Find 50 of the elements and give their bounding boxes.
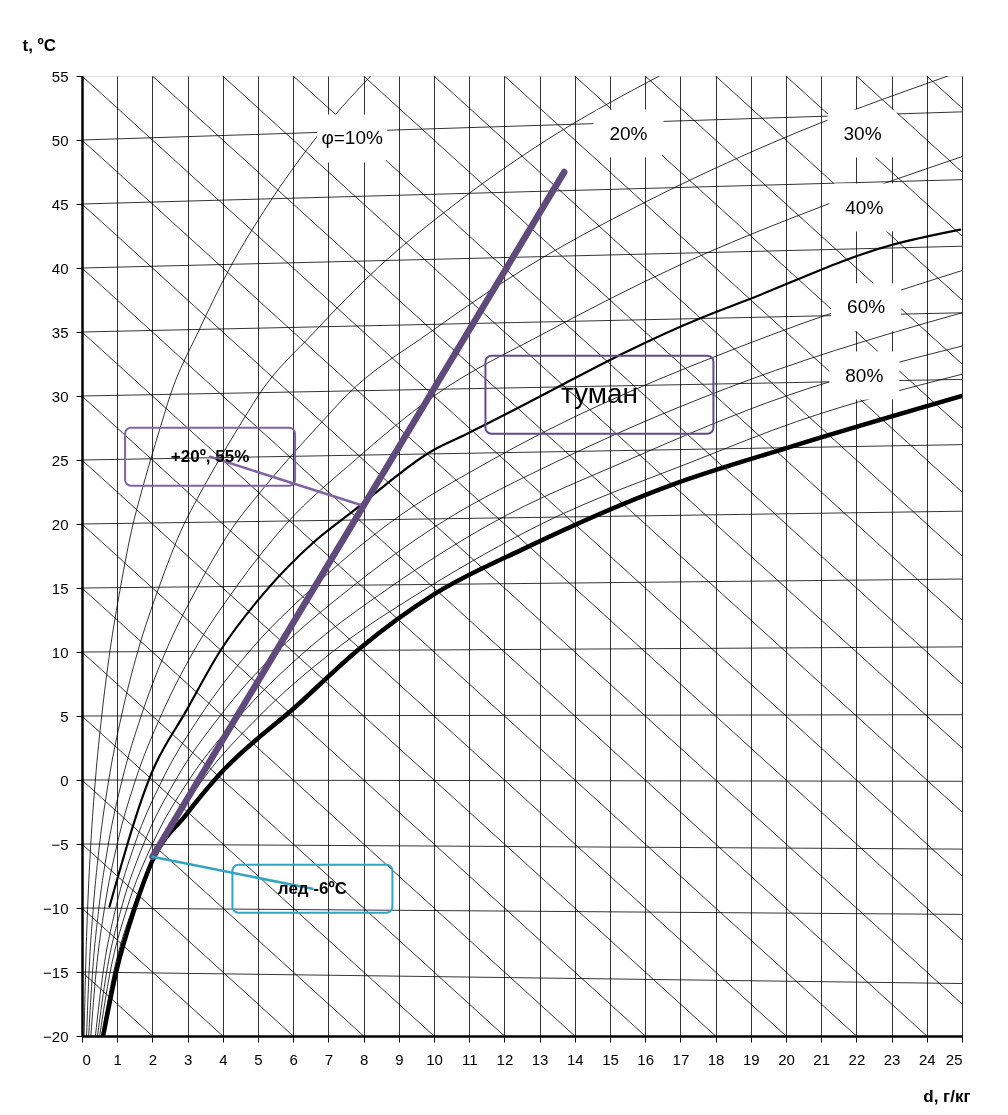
annotation: φ=10%	[321, 127, 383, 149]
x-tick-label: 21	[813, 1050, 831, 1068]
x-tick-label: 2	[148, 1050, 158, 1068]
x-tick-label: 0	[82, 1050, 91, 1068]
x-tick-label: 4	[219, 1050, 228, 1068]
x-tick-label: 9	[395, 1050, 404, 1068]
x-tick-label: 22	[848, 1050, 866, 1068]
x-tick-label: 8	[359, 1050, 369, 1068]
x-tick-label: 25	[945, 1050, 963, 1068]
x-tick-label: 20	[778, 1050, 795, 1068]
y-tick-label: 40	[51, 259, 69, 277]
y-tick-label: −20	[43, 1027, 69, 1045]
x-tick-label: 14	[566, 1050, 584, 1068]
y-tick-label: −15	[43, 963, 69, 981]
y-tick-label: 5	[60, 707, 69, 725]
x-axis-title: d, г/кг	[923, 1086, 971, 1106]
x-tick-label: 24	[918, 1050, 936, 1068]
x-tick-label: 19	[742, 1050, 760, 1068]
annotation: 60%	[847, 296, 886, 318]
x-tick-label: 16	[637, 1050, 655, 1068]
x-tick-label: 6	[289, 1050, 298, 1068]
y-tick-label: 35	[51, 323, 69, 341]
y-tick-label: 15	[51, 579, 69, 597]
y-tick-label: 30	[51, 387, 69, 405]
y-tick-label: 55	[51, 67, 69, 85]
x-tick-label: 1	[113, 1050, 122, 1068]
x-tick-label: 5	[254, 1050, 263, 1068]
x-tick-label: 12	[496, 1050, 514, 1068]
annotation: 20%	[609, 122, 648, 144]
x-tick-label: 18	[707, 1050, 725, 1068]
y-tick-label: 10	[51, 643, 69, 661]
y-tick-label: −5	[51, 835, 69, 853]
y-tick-label: 50	[51, 131, 69, 149]
x-tick-label: 13	[531, 1050, 549, 1068]
x-tick-label: 15	[602, 1050, 619, 1068]
x-tick-label: 17	[672, 1050, 690, 1068]
y-tick-label: 45	[51, 195, 69, 213]
annotation: 40%	[845, 196, 884, 218]
x-tick-label: 11	[461, 1050, 478, 1068]
x-tick-label: 23	[883, 1050, 901, 1068]
x-tick-label: 7	[324, 1050, 334, 1068]
annotation: 30%	[843, 122, 882, 144]
y-tick-label: 25	[51, 451, 69, 469]
y-axis-title: t, ºC	[22, 35, 57, 55]
y-tick-label: −10	[43, 899, 69, 917]
annotation: 80%	[845, 364, 884, 386]
y-tick-label: 0	[60, 771, 69, 789]
y-tick-label: 20	[51, 515, 69, 533]
x-tick-label: 3	[183, 1050, 193, 1068]
x-tick-label: 10	[426, 1050, 443, 1068]
